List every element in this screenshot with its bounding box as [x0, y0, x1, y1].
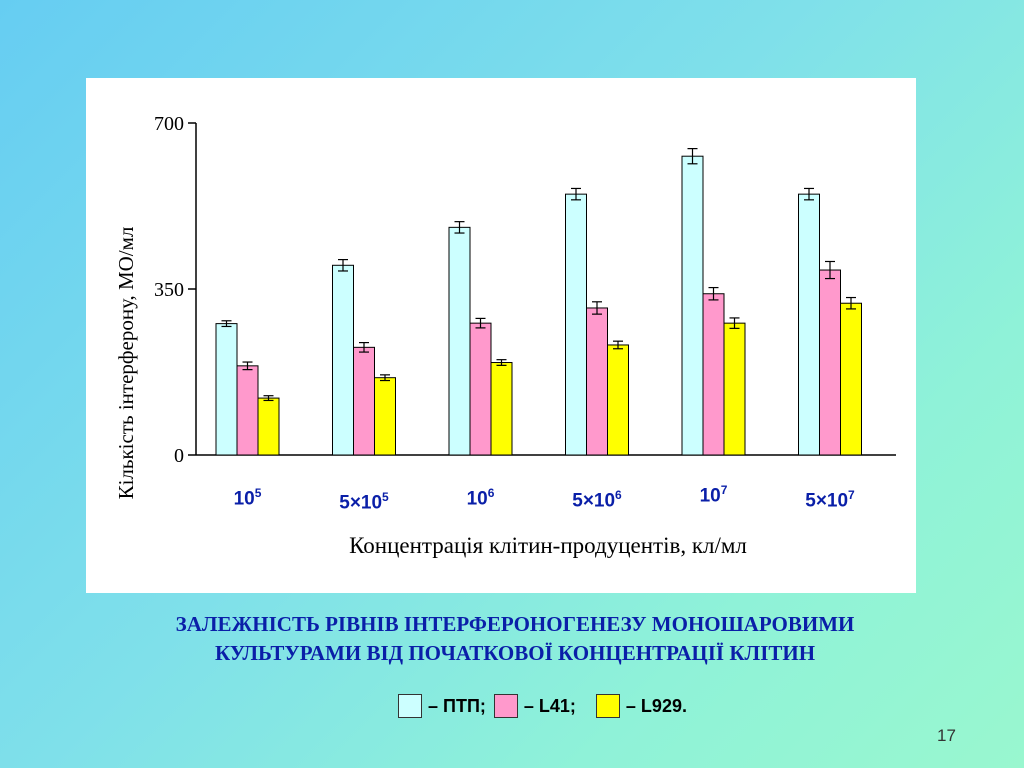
- bar-l929-3: [607, 344, 629, 456]
- chart-caption: ЗАЛЕЖНІСТЬ РІВНІВ ІНТЕРФЕРОНОГЕНЕЗУ МОНО…: [60, 610, 970, 668]
- chart-panel: 0 350 700 Кількість інтерферону, МО/мл Кон…: [86, 78, 916, 593]
- x-axis-label: Концентрація клітин-продуцентів, кл/мл: [349, 533, 747, 558]
- chart-bars: [215, 148, 862, 456]
- y-tick-label: 0: [174, 445, 184, 467]
- bar-l41-3: [586, 307, 608, 456]
- bar-l41-5: [819, 269, 841, 456]
- bar-l929-2: [490, 362, 513, 456]
- bar-l929-0: [257, 397, 280, 456]
- x-category-label: 107: [699, 483, 728, 507]
- bar-l41-0: [236, 365, 259, 456]
- x-category-label: 105: [233, 486, 262, 510]
- bar-птп-5: [798, 193, 820, 456]
- x-category-label: 5×105: [339, 490, 389, 514]
- legend-swatch-ptp: [398, 694, 422, 718]
- bar-птп-2: [448, 226, 471, 456]
- caption-line-1: ЗАЛЕЖНІСТЬ РІВНІВ ІНТЕРФЕРОНОГЕНЕЗУ МОНО…: [175, 612, 855, 636]
- y-tick-label: 350: [154, 279, 184, 301]
- chart-axes: 0 350 700: [154, 113, 896, 467]
- bar-l929-5: [840, 302, 862, 456]
- legend-swatch-l41: [493, 694, 518, 718]
- bar-l41-2: [469, 322, 492, 456]
- bar-l41-4: [702, 293, 725, 456]
- bar-l929-1: [374, 377, 396, 456]
- chart-legend: – ПТП; – L41; – L929.: [398, 692, 695, 720]
- x-category-label: 5×107: [805, 488, 855, 512]
- legend-label-l41: – L41;: [523, 695, 576, 716]
- bar-птп-0: [215, 323, 238, 456]
- bar-l929-4: [723, 322, 746, 456]
- legend-label-l929: – L929.: [625, 695, 687, 716]
- y-axis-label: Кількість інтерферону, МО/мл: [114, 227, 138, 500]
- bar-птп-1: [332, 264, 354, 456]
- slide-number: 17: [937, 726, 956, 745]
- x-category-label: 5×106: [572, 488, 622, 512]
- legend-label-ptp: – ПТП;: [428, 695, 486, 716]
- caption-line-2: КУЛЬТУРАМИ ВІД ПОЧАТКОВОЇ КОНЦЕНТРАЦІЇ К…: [214, 641, 816, 665]
- bar-птп-3: [565, 193, 587, 456]
- bar-chart: 0 350 700 Кількість інтерферону, МО/мл Кон…: [114, 113, 896, 558]
- x-category-label: 106: [466, 486, 495, 510]
- y-tick-label: 700: [154, 113, 184, 135]
- bar-птп-4: [681, 155, 704, 456]
- bar-l41-1: [353, 346, 375, 456]
- legend-swatch-l929: [595, 694, 620, 718]
